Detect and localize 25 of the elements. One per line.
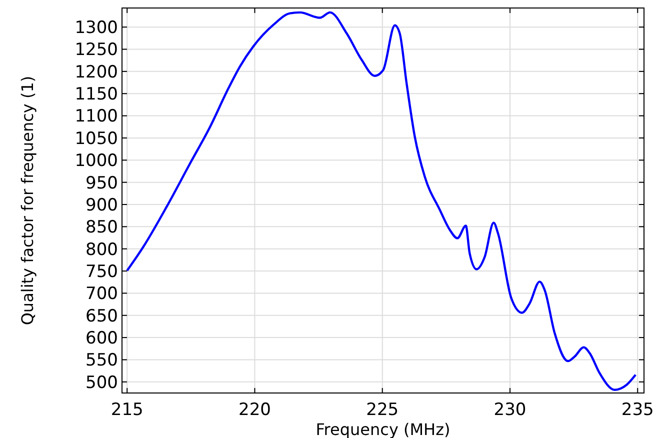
y-tick-label: 1250 (74, 40, 118, 60)
y-tick-label: 950 (86, 173, 118, 194)
x-axis-title: Frequency (MHz) (316, 420, 450, 438)
y-tick-label: 550 (86, 350, 118, 371)
y-tick-label: 800 (86, 240, 118, 260)
y-tick-label: 1000 (74, 151, 118, 172)
x-tick-label: 225 (366, 400, 399, 420)
y-tick-label: 1200 (74, 62, 118, 82)
y-tick-label: 500 (86, 372, 118, 393)
y-tick-label: 650 (86, 306, 118, 326)
y-tick-label: 900 (86, 195, 118, 216)
y-tick-label: 750 (86, 262, 118, 282)
y-axis-title: Quality factor for frequency (1) (18, 76, 37, 326)
y-tick-label: 1150 (74, 84, 118, 105)
x-tick-label: 220 (238, 400, 271, 420)
x-tick-label: 230 (494, 400, 526, 420)
y-tick-label: 850 (86, 218, 118, 238)
y-tick-label: 600 (86, 328, 118, 349)
y-tick-label: 1300 (74, 18, 118, 38)
y-tick-label: 700 (86, 284, 118, 304)
y-tick-label: 1100 (74, 106, 118, 127)
y-tick-label: 1050 (74, 128, 118, 149)
line-series (126, 11, 637, 391)
x-tick-label: 235 (621, 400, 654, 420)
x-tick-label: 215 (110, 400, 144, 420)
